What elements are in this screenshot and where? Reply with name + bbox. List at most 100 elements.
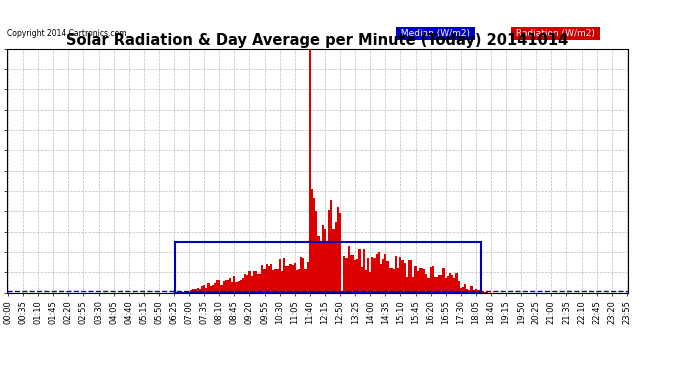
Bar [352,255,354,292]
Bar [400,257,402,292]
Bar [415,266,417,292]
Bar [384,254,386,292]
Bar [300,257,302,292]
Bar [298,269,300,292]
Bar [220,285,222,292]
Bar [423,269,425,292]
Bar [257,274,259,292]
Bar [363,249,365,292]
Bar [391,268,393,292]
Bar [469,290,471,292]
Bar [360,267,363,292]
Bar [235,282,237,292]
Bar [197,288,199,292]
Bar [193,289,195,292]
Bar [274,268,277,292]
Bar [324,229,326,292]
Bar [339,213,341,292]
Bar [212,285,214,292]
Bar [444,278,447,292]
Bar [315,211,317,292]
Bar [246,275,248,292]
Bar [375,254,378,292]
Bar [380,264,382,292]
Bar [250,276,253,292]
Bar [419,268,421,292]
Bar [208,283,210,292]
Bar [464,284,466,292]
Bar [460,288,462,292]
Bar [388,268,391,292]
Bar [199,289,201,292]
Bar [350,255,352,292]
Bar [440,275,442,292]
Bar [227,280,229,292]
Bar [412,278,415,292]
Bar [281,271,283,292]
Bar [432,266,434,292]
Bar [240,280,242,292]
Bar [231,282,233,292]
Bar [479,290,482,292]
Bar [386,261,388,292]
Bar [264,269,266,292]
Bar [434,277,436,292]
Bar [406,277,408,292]
Bar [237,280,240,292]
Bar [242,278,244,292]
Bar [195,289,197,292]
Bar [255,270,257,292]
Bar [356,259,358,292]
Bar [266,264,268,292]
Bar [259,274,262,292]
Bar [262,265,264,292]
Bar [206,288,208,292]
Bar [451,275,453,292]
Bar [466,288,469,292]
Bar [285,266,287,292]
Bar [253,271,255,292]
Bar [279,259,281,292]
Bar [395,256,397,292]
Bar [322,225,324,292]
Bar [190,290,193,292]
Bar [248,271,250,292]
Bar [421,268,423,292]
Bar [326,242,328,292]
Bar [449,273,451,292]
Bar [175,242,482,292]
Bar [291,266,294,292]
Bar [317,236,319,292]
Bar [354,260,356,292]
Bar [404,263,406,292]
Bar [482,291,484,292]
Bar [462,286,464,292]
Bar [473,290,475,292]
Title: Solar Radiation & Day Average per Minute (Today) 20141014: Solar Radiation & Day Average per Minute… [66,33,569,48]
Bar [306,262,308,292]
Bar [429,267,432,292]
Bar [337,207,339,292]
Bar [222,281,225,292]
Bar [277,269,279,292]
Bar [453,278,455,292]
Bar [289,264,291,292]
Bar [348,246,350,292]
Bar [371,257,373,292]
Bar [319,242,322,292]
Bar [268,266,270,292]
Bar [333,229,335,292]
Bar [455,273,457,292]
Bar [283,258,285,292]
Bar [233,276,235,292]
Bar [365,270,367,292]
Bar [287,266,289,292]
Bar [367,258,369,292]
Text: Median (W/m2): Median (W/m2) [398,29,473,38]
Bar [346,258,348,292]
Bar [218,280,220,292]
Bar [358,249,360,292]
Bar [331,200,333,292]
Text: Copyright 2014 Cartronics.com: Copyright 2014 Cartronics.com [7,29,126,38]
Bar [438,275,440,292]
